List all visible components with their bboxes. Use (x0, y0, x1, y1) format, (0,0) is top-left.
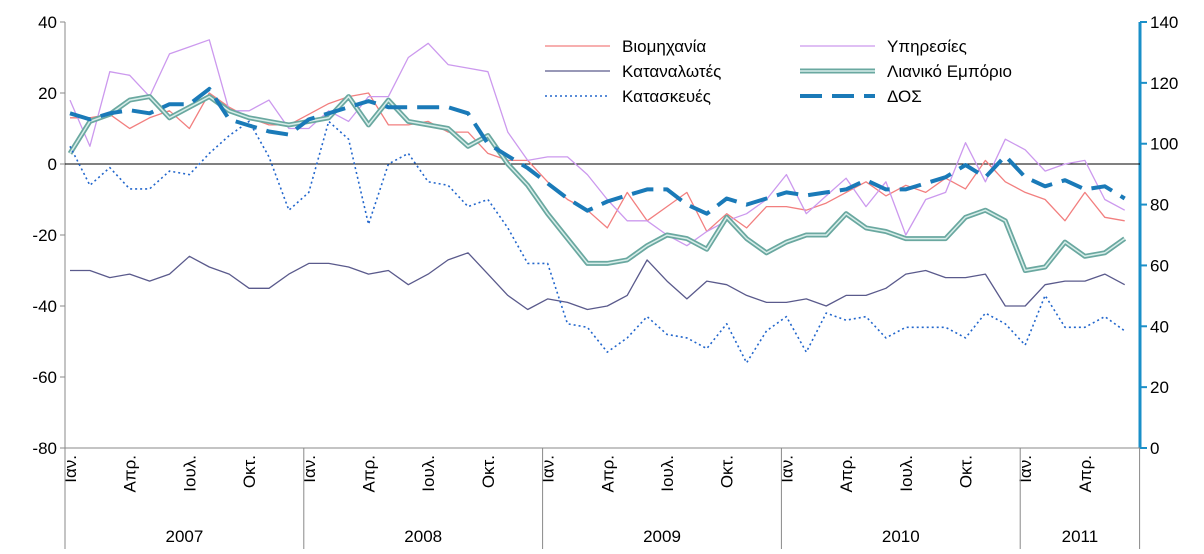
y-tick-label: -80 (32, 439, 57, 458)
y-tick-label: -60 (32, 368, 57, 387)
x-tick-label: Ιουλ. (897, 455, 916, 492)
y2-tick-label: 140 (1150, 13, 1178, 32)
series-line-inner (69, 95, 1126, 272)
x-tick-label: Απρ. (598, 455, 617, 492)
x-tick-label: Οκτ. (718, 455, 737, 488)
y2-tick-label: 0 (1150, 439, 1159, 458)
y-tick-label: 40 (38, 13, 57, 32)
year-label: 2011 (1062, 527, 1099, 546)
x-tick-label: Ιαν. (300, 455, 319, 483)
y2-tick-label: 100 (1150, 135, 1178, 154)
x-tick-label: Απρ. (1076, 455, 1095, 492)
x-tick-label: Απρ. (360, 455, 379, 492)
y-tick-label: -40 (32, 297, 57, 316)
x-tick-label: Απρ. (837, 455, 856, 492)
y2-tick-label: 80 (1150, 196, 1169, 215)
series-line (69, 120, 1126, 364)
x-tick-label: Οκτ. (957, 455, 976, 488)
x-tick-label: Ιαν. (539, 455, 558, 483)
x-tick-label: Ιαν. (777, 455, 796, 483)
legend-label: Λιανικό Εμπόριο (887, 62, 1012, 81)
series-line (70, 252, 1126, 311)
series-line (70, 92, 1125, 233)
x-tick-label: Ιαν. (1016, 455, 1035, 483)
y2-tick-label: 120 (1150, 74, 1178, 93)
year-label: 2010 (882, 527, 920, 546)
legend-label: Υπηρεσίες (887, 37, 967, 56)
legend-label: Κατασκευές (622, 87, 711, 106)
x-tick-label: Ιαν. (61, 455, 80, 483)
year-label: 2008 (404, 527, 442, 546)
x-tick-label: Οκτ. (479, 455, 498, 488)
series-line (69, 86, 1126, 216)
x-tick-label: Οκτ. (240, 455, 259, 488)
y-tick-label: 20 (38, 84, 57, 103)
year-label: 2009 (643, 527, 681, 546)
x-tick-label: Ιουλ. (658, 455, 677, 492)
x-tick-label: Ιουλ. (419, 455, 438, 492)
legend-label: Καταναλωτές (622, 62, 721, 81)
year-label: 2007 (165, 527, 203, 546)
series-line (67, 94, 1127, 273)
y-tick-label: -20 (32, 226, 57, 245)
y2-tick-label: 20 (1150, 378, 1169, 397)
x-tick-label: Απρ. (121, 455, 140, 492)
y2-tick-label: 60 (1150, 256, 1169, 275)
legend-label: ΔΟΣ (887, 87, 922, 106)
y-tick-label: 0 (48, 155, 57, 174)
x-tick-label: Ιουλ. (180, 455, 199, 492)
y2-tick-label: 40 (1150, 317, 1169, 336)
series-line (69, 39, 1126, 247)
legend-label: Βιομηχανία (622, 37, 706, 56)
